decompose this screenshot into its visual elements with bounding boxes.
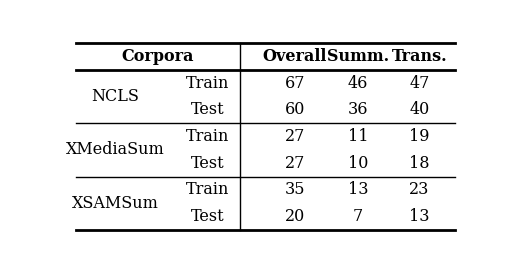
Text: 27: 27 [284,128,304,145]
Text: 13: 13 [347,181,367,198]
Text: Test: Test [191,155,224,172]
Text: 18: 18 [408,155,429,172]
Text: Test: Test [191,208,224,225]
Text: 7: 7 [352,208,362,225]
Text: NCLS: NCLS [91,88,139,105]
Text: 19: 19 [408,128,429,145]
Text: 27: 27 [284,155,304,172]
Text: 40: 40 [409,102,429,119]
Text: 10: 10 [347,155,367,172]
Text: 47: 47 [409,75,429,92]
Text: Train: Train [186,181,229,198]
Text: XSAMSum: XSAMSum [72,195,158,212]
Text: 35: 35 [284,181,304,198]
Text: 11: 11 [347,128,367,145]
Text: 46: 46 [347,75,367,92]
Text: Overall: Overall [262,48,326,65]
Text: 20: 20 [285,208,304,225]
Text: Trans.: Trans. [391,48,446,65]
Text: 60: 60 [284,102,304,119]
Text: Summ.: Summ. [326,48,388,65]
Text: Test: Test [191,102,224,119]
Text: 67: 67 [284,75,304,92]
Text: 36: 36 [347,102,367,119]
Text: 23: 23 [409,181,429,198]
Text: XMediaSum: XMediaSum [66,141,164,158]
Text: Train: Train [186,75,229,92]
Text: Train: Train [186,128,229,145]
Text: Corpora: Corpora [121,48,193,65]
Text: 13: 13 [408,208,429,225]
